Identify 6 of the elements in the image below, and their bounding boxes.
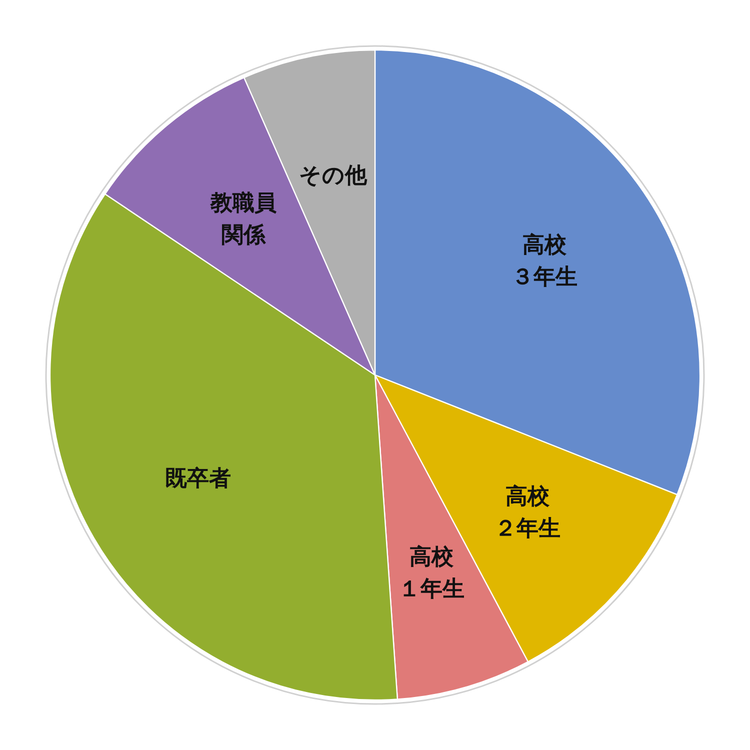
slice-label: 既卒者 (164, 466, 231, 492)
slice-label: 教職員関係 (210, 191, 276, 248)
slice-label: 高校１年生 (398, 544, 465, 602)
slice-label: その他 (298, 164, 368, 189)
slice-label: 高校３年生 (511, 232, 578, 290)
slice-label: 高校２年生 (494, 483, 561, 542)
